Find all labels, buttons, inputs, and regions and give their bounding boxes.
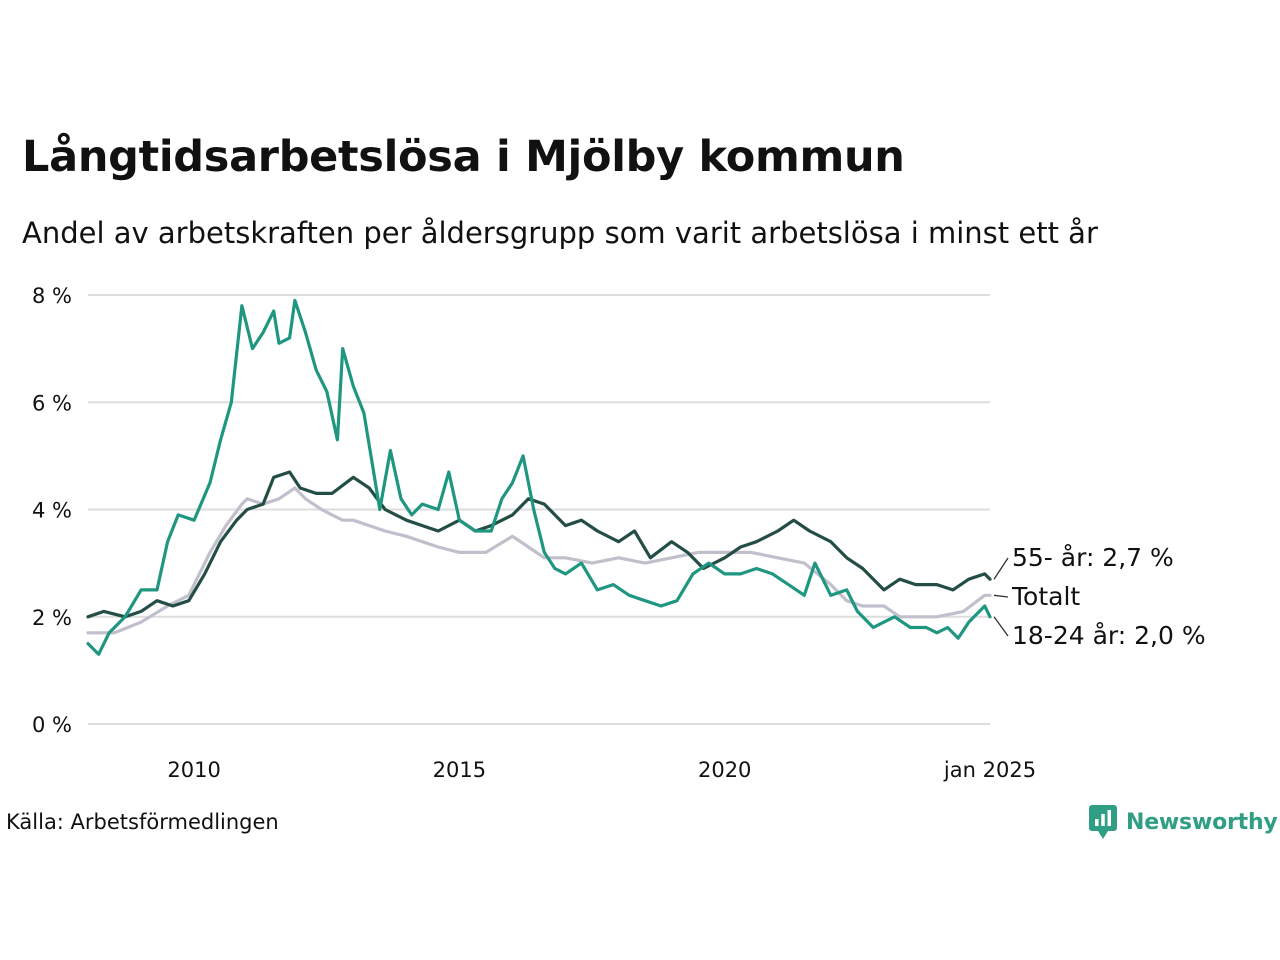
gridlines: [88, 294, 990, 725]
y-tick-label: 4 %: [32, 499, 72, 523]
chart-title: Långtidsarbetslösa i Mjölby kommun: [22, 132, 905, 182]
series-lines: [86, 298, 992, 656]
y-tick-label: 0 %: [32, 713, 72, 737]
series-end-labels: Totalt 55- år: 2,7 % 18-24 år: 2,0 %: [993, 543, 1206, 650]
series-end-label: 55- år: 2,7 %: [1012, 543, 1174, 572]
label-connector: [993, 594, 1009, 598]
source-note: Källa: Arbetsförmedlingen: [6, 810, 279, 834]
newsworthy-logo-icon: [1089, 805, 1117, 839]
series-line-1: [86, 470, 992, 619]
series-line-2: [86, 298, 992, 656]
y-tick-label: 8 %: [32, 284, 72, 308]
brand-name: Newsworthy: [1126, 809, 1278, 835]
x-tick-label: 2015: [433, 758, 486, 782]
x-tick-label: 2020: [698, 758, 751, 782]
x-axis-ticks: 2010 2015 2020 jan 2025: [167, 758, 1036, 782]
x-tick-label: 2010: [167, 758, 220, 782]
label-connector: [993, 557, 1009, 580]
y-tick-label: 6 %: [32, 391, 72, 415]
series-end-label: 18-24 år: 2,0 %: [1012, 621, 1206, 650]
label-connector: [993, 616, 1009, 637]
chart-subtitle: Andel av arbetskraften per åldersgrupp s…: [22, 216, 1098, 250]
y-tick-label: 2 %: [32, 606, 72, 630]
x-tick-label: jan 2025: [943, 758, 1036, 782]
y-axis-ticks: 0 % 2 % 4 % 6 % 8 %: [32, 284, 72, 737]
brand-logo: Newsworthy: [1088, 804, 1278, 840]
series-end-label: Totalt: [1011, 582, 1080, 611]
